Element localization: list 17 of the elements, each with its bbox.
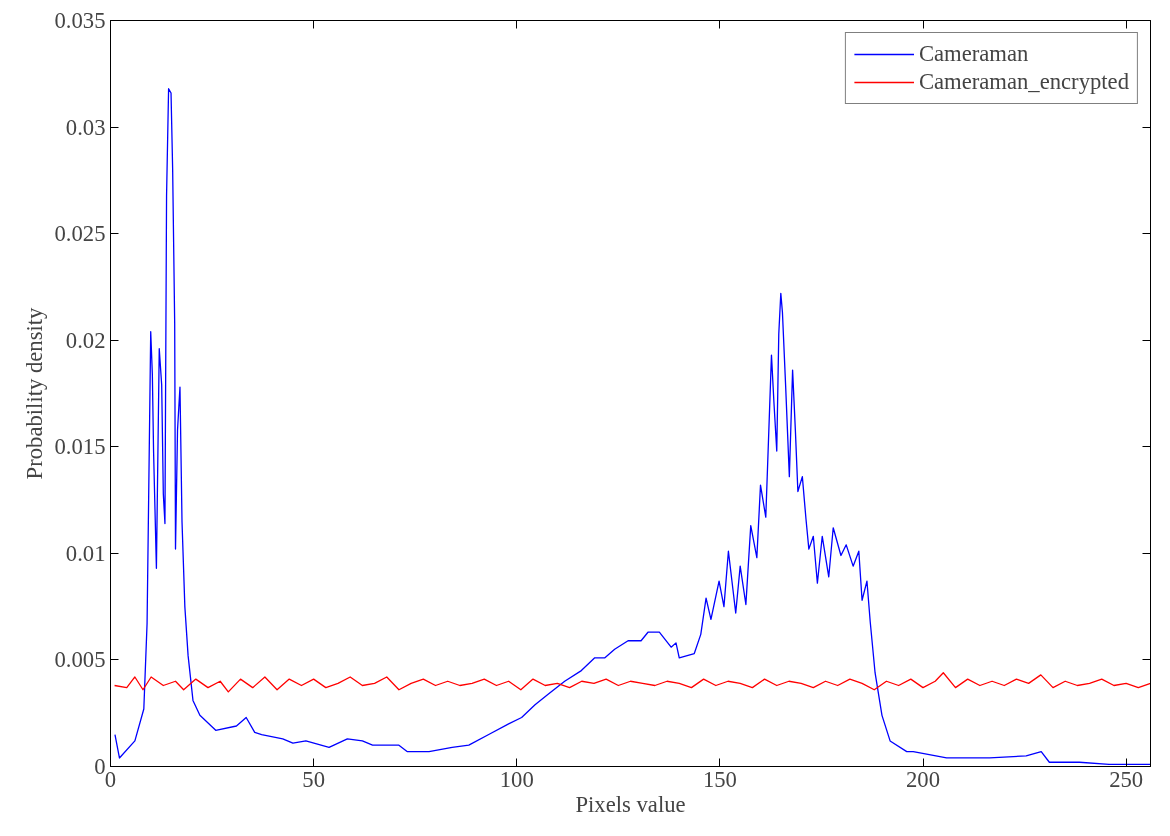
line-series — [113, 672, 1151, 693]
y-tick-label: 0.005 — [54, 647, 106, 673]
legend-label: Cameraman — [918, 41, 1029, 67]
x-tick-label: 100 — [499, 766, 534, 792]
x-tick-label: 250 — [1109, 766, 1144, 792]
x-tick-label: 200 — [906, 766, 940, 792]
legend-label: Cameraman_encrypted — [918, 69, 1129, 95]
y-tick-label: 0.035 — [54, 8, 106, 33]
x-axis-title: Pixels value — [575, 791, 686, 817]
y-axis-title: Probability density — [21, 306, 47, 480]
y-tick-label: 0.025 — [54, 221, 106, 247]
y-tick-label: 0.03 — [65, 114, 106, 140]
x-tick-label: 150 — [702, 766, 737, 792]
y-tick-label: 0.01 — [65, 540, 106, 566]
y-tick-label: 0.02 — [65, 327, 106, 353]
x-tick-label: 50 — [302, 766, 325, 792]
y-tick-label: 0.015 — [54, 434, 106, 460]
